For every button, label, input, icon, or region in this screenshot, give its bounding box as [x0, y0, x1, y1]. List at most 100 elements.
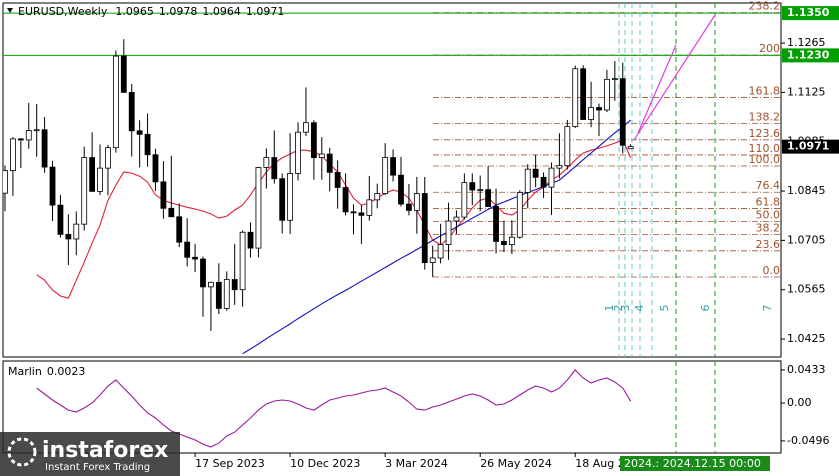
- candle-body: [501, 241, 507, 245]
- time-marker-box: [620, 456, 770, 471]
- candle-body: [445, 220, 452, 245]
- candle-body: [120, 55, 127, 93]
- price-level-label: 1.1350: [787, 6, 830, 19]
- moving-average: [36, 139, 632, 299]
- candle-body: [160, 181, 167, 209]
- candle-body: [10, 138, 16, 172]
- candle-body: [57, 204, 64, 235]
- ohlc-close: 1.0971: [246, 5, 285, 18]
- candle-body: [318, 153, 325, 158]
- indicator-tick-label: 0.00: [787, 396, 812, 409]
- overlay: 238.2200161.8138.2123.6110.0100.076.461.…: [603, 0, 780, 312]
- candle-body: [358, 212, 365, 216]
- moving-average: [242, 119, 632, 355]
- price-axis: 1.12651.11251.09851.08451.07051.05651.04…: [194, 6, 839, 471]
- ohlc-open: 1.0965: [115, 5, 154, 18]
- candle-body: [295, 131, 301, 174]
- trend-line: [633, 14, 716, 141]
- candle-body: [65, 233, 72, 240]
- candle-body: [223, 279, 230, 309]
- symbol-icon: [7, 8, 13, 13]
- candle-body: [97, 167, 103, 192]
- trend-line: [637, 44, 677, 134]
- time-zone-label: 6: [699, 305, 712, 312]
- indicator-name: Marlin: [8, 365, 42, 378]
- candle-body: [73, 223, 80, 240]
- candle-body: [17, 138, 24, 141]
- candle-body: [548, 167, 555, 188]
- candle-body: [239, 231, 246, 291]
- candle-body: [477, 189, 484, 192]
- symbol: EURUSD,Weekly: [18, 5, 108, 18]
- candle-body: [49, 166, 56, 206]
- logo-tagline: Instant Forex Trading: [45, 462, 150, 473]
- y-tick-label: 1.1125: [787, 85, 826, 98]
- candle-body: [619, 78, 626, 146]
- candle-body: [350, 211, 357, 214]
- candle-body: [572, 68, 579, 127]
- fibo-label: 238.2: [749, 0, 781, 13]
- fibo-label: 23.6: [756, 238, 781, 251]
- candle-body: [255, 167, 262, 249]
- candle-body: [144, 133, 151, 156]
- time-marker-label: 2024.: 2024.12.15 00:00: [624, 457, 761, 470]
- candle-body: [611, 78, 618, 81]
- candle-body: [271, 157, 278, 180]
- indicator-panel: [2, 360, 782, 454]
- fibo-label: 0.0: [763, 264, 781, 277]
- candle-body: [168, 207, 175, 218]
- x-tick-label: 26 May 2024: [480, 457, 552, 470]
- y-tick-label: 1.0565: [787, 283, 826, 296]
- candle-body: [33, 129, 40, 132]
- candle-body: [461, 182, 468, 218]
- candle-body: [231, 279, 238, 291]
- candle-body: [247, 231, 254, 249]
- time-zone-label: 1: [603, 305, 616, 312]
- indicator-tick-label: -0.0496: [787, 434, 829, 447]
- candle-body: [184, 241, 191, 258]
- candle-body: [334, 171, 341, 188]
- candle-body: [398, 174, 404, 205]
- candle-body: [413, 193, 420, 211]
- candle-body: [508, 236, 515, 245]
- candle-body: [192, 256, 198, 260]
- time-zone-label: 5: [658, 305, 671, 312]
- logo: instaforex Instant Forex Trading: [0, 432, 180, 476]
- candle-body: [406, 203, 412, 211]
- fibo-label: 76.4: [756, 179, 781, 192]
- price-level-label: 1.1230: [787, 48, 830, 61]
- candle-body: [41, 129, 48, 168]
- candle-body: [208, 281, 214, 288]
- x-tick-label: 3 Mar 2024: [385, 457, 448, 470]
- candle-body: [493, 206, 499, 242]
- candle-body: [128, 91, 135, 132]
- candle-body: [136, 130, 143, 135]
- candle-body: [429, 257, 436, 263]
- candle-body: [112, 55, 119, 149]
- candle-body: [152, 154, 159, 183]
- candle-body: [604, 78, 610, 111]
- candle-body: [588, 107, 594, 120]
- indicator-legend: Marlin 0.0023: [8, 365, 85, 378]
- time-zone-label: 2: [612, 305, 625, 312]
- candle-body: [81, 157, 88, 225]
- candle-body: [176, 216, 183, 243]
- candle-body: [524, 168, 531, 193]
- candle-body: [580, 68, 587, 120]
- current-price-label: 1.0971: [787, 140, 829, 153]
- y-tick-label: 1.0845: [787, 184, 826, 197]
- candle-body: [366, 199, 373, 216]
- candle-body: [516, 192, 523, 238]
- fibo-label: 123.6: [749, 127, 781, 140]
- logo-icon: [7, 437, 37, 467]
- candle-body: [105, 147, 111, 169]
- candle-body: [421, 193, 428, 263]
- candle-body: [556, 165, 563, 169]
- candle-body: [453, 216, 460, 222]
- candle-body: [374, 193, 381, 201]
- y-tick-label: 1.0425: [787, 332, 826, 345]
- fibo-label: 110.0: [749, 142, 781, 155]
- fibo-label: 100.0: [749, 153, 781, 166]
- y-tick-label: 1.1265: [787, 36, 826, 49]
